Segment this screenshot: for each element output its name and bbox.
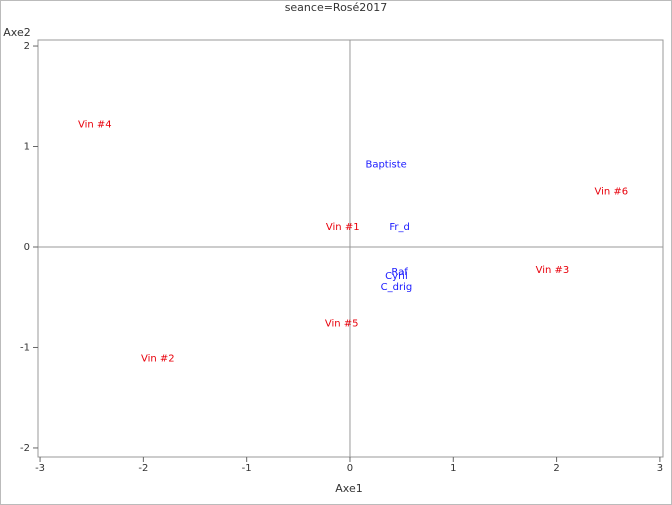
x-tick-label: -2 xyxy=(138,463,148,474)
point-label: Raf xyxy=(391,267,408,278)
point-label: Fr_d xyxy=(389,222,409,233)
point-label: C_drig xyxy=(381,282,413,293)
x-tick-label: -1 xyxy=(242,463,252,474)
point-label: Vin #1 xyxy=(326,222,360,233)
plot-frame xyxy=(37,39,664,458)
chart-title: seance=Rosé2017 xyxy=(285,1,388,14)
point-label: Cyril xyxy=(385,271,408,282)
point-label: Vin #5 xyxy=(325,318,359,329)
y-tick-label: 2 xyxy=(24,41,30,52)
point-label: Vin #3 xyxy=(536,265,570,276)
x-tick-label: 3 xyxy=(657,463,663,474)
y-tick-label: 1 xyxy=(24,142,30,153)
point-label: Vin #6 xyxy=(595,187,629,198)
x-tick-label: -3 xyxy=(35,463,45,474)
point-label: Vin #2 xyxy=(141,354,175,365)
x-tick-label: 0 xyxy=(347,463,353,474)
y-axis-label: Axe2 xyxy=(3,26,30,39)
y-tick-label: -2 xyxy=(20,443,30,454)
x-tick-label: 2 xyxy=(553,463,559,474)
x-tick-label: 1 xyxy=(450,463,456,474)
x-axis-label: Axe1 xyxy=(335,482,362,495)
point-label: Baptiste xyxy=(365,160,406,171)
y-tick-label: 0 xyxy=(24,242,30,253)
y-tick-label: -1 xyxy=(20,342,30,353)
point-label: Vin #4 xyxy=(78,119,112,130)
